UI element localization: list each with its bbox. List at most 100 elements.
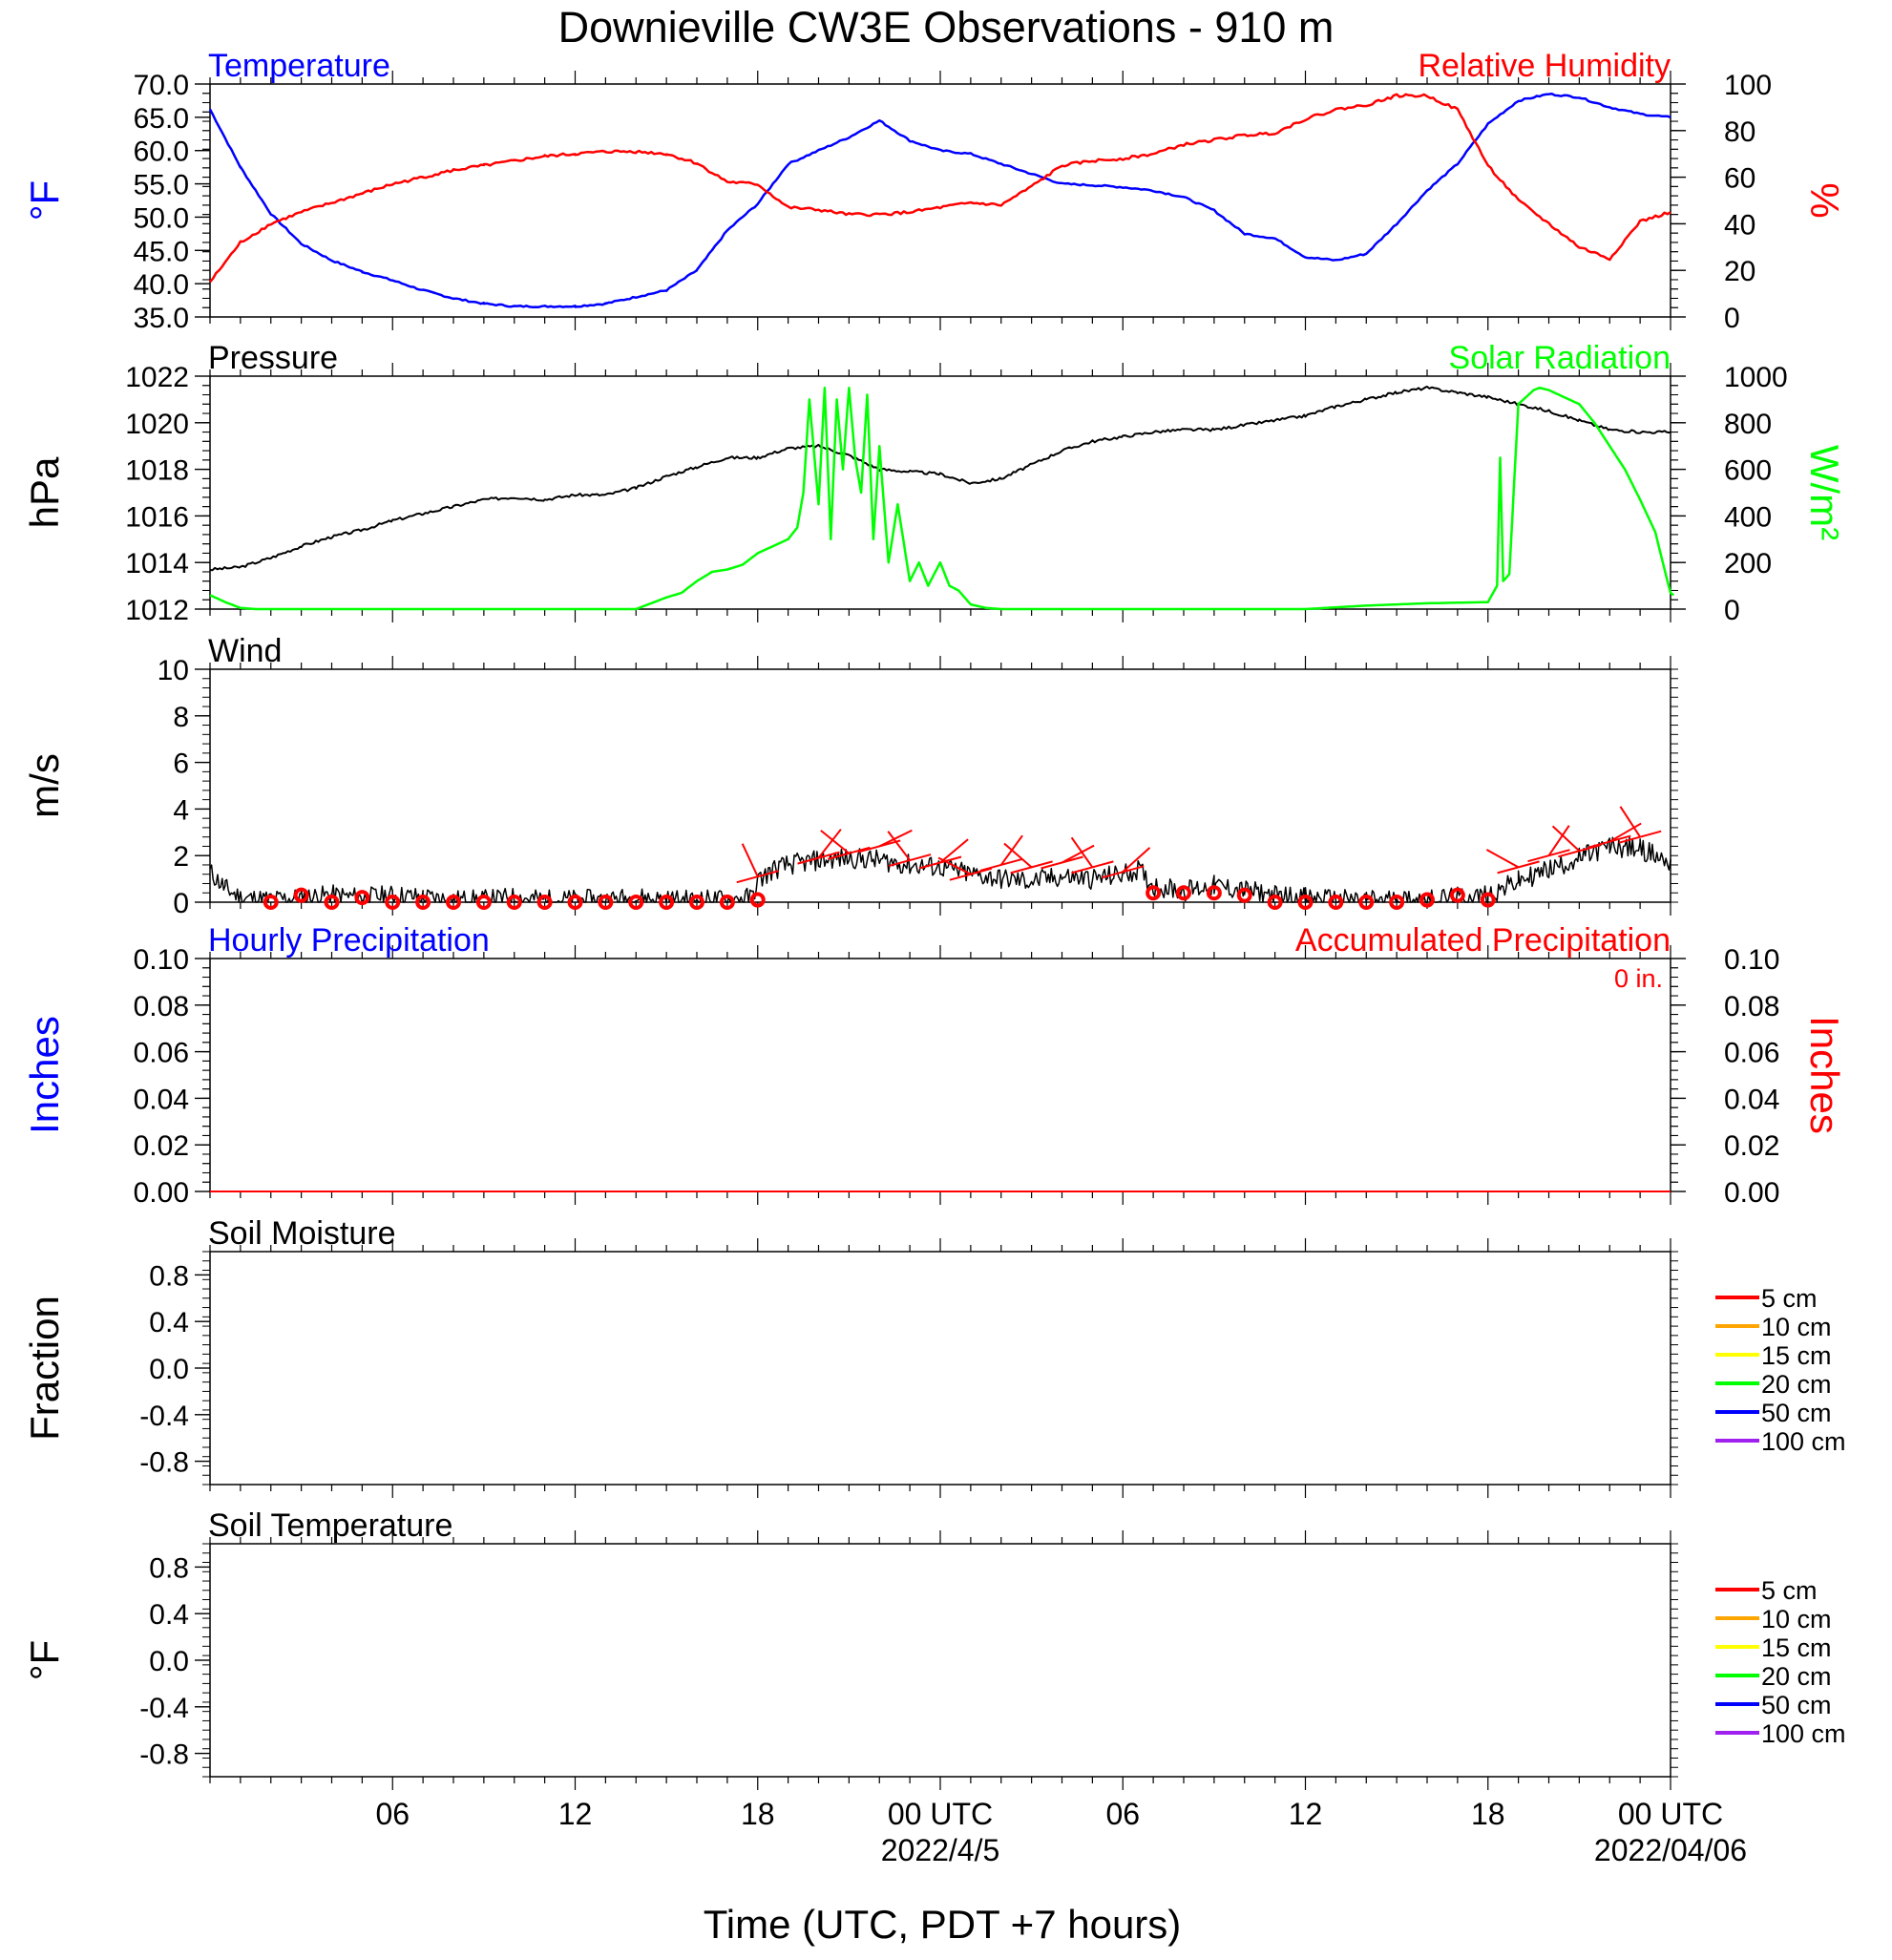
wind-barb xyxy=(937,856,972,875)
temp_rh-y-tick-label-left: 65.0 xyxy=(134,103,189,135)
precip-y-tick-label-right: 0.02 xyxy=(1724,1130,1779,1162)
wind-y-tick-label-left: 8 xyxy=(173,702,189,733)
wind-calm-marker xyxy=(536,895,553,910)
temp_rh-y-axis-title-right: % xyxy=(1802,182,1847,218)
panel-soil_temperature: Soil Temperature-0.8-0.40.00.40.8°F5 cm1… xyxy=(22,1507,1845,1867)
precip-title-right: Accumulated Precipitation xyxy=(1295,922,1671,959)
panels: Temperature Relative Humidity35.040.045.0… xyxy=(22,48,1847,1867)
wind-calm-marker xyxy=(1297,895,1314,910)
wind-frame xyxy=(209,668,1671,903)
series-relative-humidity xyxy=(209,93,1671,284)
wind-calm-marker xyxy=(1419,892,1435,908)
wind-calm-marker xyxy=(1328,895,1344,910)
temp_rh-y-tick-label-right: 100 xyxy=(1724,70,1772,101)
x-tick-label: 00 UTC xyxy=(1618,1797,1723,1831)
precip-y-tick-label-right: 0.10 xyxy=(1724,944,1779,976)
temp_rh-y-tick-label-right: 40 xyxy=(1724,209,1755,241)
panel-wind: Wind 0 2 4 6 8 10 m/s xyxy=(22,633,1678,919)
temp_rh-title-left: Temperature xyxy=(208,48,390,84)
x-tick-label: 06 xyxy=(375,1797,410,1831)
wind-barb-shaft xyxy=(857,839,901,854)
precip-y-axis-title-left: Inches xyxy=(22,1016,67,1134)
legend-label: 50 cm xyxy=(1761,1691,1832,1719)
temp_rh-y-tick-label-right: 20 xyxy=(1724,256,1755,287)
wind-barb xyxy=(741,843,759,877)
precip-frame xyxy=(209,958,1671,1192)
soil_moisture-y-tick-label-left: 0.4 xyxy=(149,1307,189,1338)
wind-barb xyxy=(1062,844,1095,864)
wind-calm-marker xyxy=(1146,885,1162,901)
wind-barb-shaft xyxy=(1587,834,1631,849)
x-tick-date: 2022/4/5 xyxy=(881,1833,1000,1867)
precip-annotation: 0 in. xyxy=(1614,964,1663,993)
wind-calm-marker xyxy=(628,895,644,910)
precip-y-tick-label-right: 0.00 xyxy=(1724,1177,1779,1209)
temp_rh-y-tick-label-left: 70.0 xyxy=(134,70,189,101)
legend-label: 5 cm xyxy=(1761,1576,1818,1605)
wind-title-left: Wind xyxy=(208,633,282,669)
wind-calm-marker xyxy=(324,895,340,910)
temp_rh-y-tick-label-left: 50.0 xyxy=(134,202,189,234)
x-axis-title: Time (UTC, PDT +7 hours) xyxy=(704,1902,1182,1947)
legend-label: 20 cm xyxy=(1761,1370,1832,1399)
temp_rh-y-tick-label-left: 35.0 xyxy=(134,303,189,334)
x-tick-label: 12 xyxy=(558,1797,593,1831)
legend-label: 100 cm xyxy=(1761,1719,1846,1748)
pressure_solar-y-axis-title-left: hPa xyxy=(22,456,67,528)
wind-barb-shaft xyxy=(1071,860,1114,875)
pressure_solar-y-tick-label-left: 1020 xyxy=(125,409,189,440)
pressure_solar-y-tick-label-right: 800 xyxy=(1724,409,1772,440)
precip-title-left: Hourly Precipitation xyxy=(208,922,490,959)
temp_rh-y-tick-label-right: 60 xyxy=(1724,163,1755,195)
wind-calm-marker xyxy=(659,895,675,910)
wind-barb xyxy=(1003,842,1033,869)
pressure_solar-y-axis-title-right: W/m² xyxy=(1802,445,1847,540)
wind-calm-marker xyxy=(1358,895,1375,910)
x-tick-date: 2022/04/06 xyxy=(1594,1833,1747,1867)
wind-calm-marker xyxy=(1236,887,1252,903)
wind-barb xyxy=(1485,849,1520,869)
x-tick-label: 12 xyxy=(1289,1797,1323,1831)
wind-calm-marker xyxy=(506,895,522,910)
soil_moisture-y-tick-label-left: 0.8 xyxy=(149,1260,189,1292)
x-tick-label: 00 UTC xyxy=(888,1797,993,1831)
pressure_solar-title-left: Pressure xyxy=(208,340,338,376)
pressure_solar-title-right: Solar Radiation xyxy=(1449,340,1671,376)
wind-barb-shaft xyxy=(736,870,780,884)
precip-y-tick-label-right: 0.08 xyxy=(1724,991,1779,1022)
soil_temperature-y-tick-label-left: -0.8 xyxy=(139,1739,189,1771)
wind-y-axis-title-left: m/s xyxy=(22,753,67,818)
wind-y-tick-label-left: 10 xyxy=(158,655,189,686)
legend-label: 50 cm xyxy=(1761,1399,1832,1427)
soil_temperature-y-tick-label-left: 0.0 xyxy=(149,1646,189,1677)
wind-barb-shaft xyxy=(1041,855,1083,870)
soil_moisture-frame xyxy=(209,1251,1671,1486)
temp_rh-y-tick-label-right: 80 xyxy=(1724,116,1755,148)
wind-barb xyxy=(1122,847,1151,874)
wind-barb-shaft xyxy=(1527,849,1570,863)
wind-y-tick-label-left: 4 xyxy=(173,794,189,826)
wind-calm-marker xyxy=(1206,885,1222,901)
pressure_solar-y-tick-label-left: 1016 xyxy=(125,501,189,533)
temp_rh-frame xyxy=(209,83,1671,318)
soil_moisture-title-left: Soil Moisture xyxy=(208,1215,396,1252)
soil_temperature-y-axis-title-left: °F xyxy=(22,1640,67,1680)
wind-barb-shaft xyxy=(797,851,840,865)
wind-calm-marker xyxy=(1389,895,1405,910)
wind-calm-marker xyxy=(749,892,766,908)
wind-calm-marker xyxy=(1267,895,1283,910)
panel-soil_moisture: Soil Moisture -0.8 -0.4 0.0 0.4 0.8 Fraction 5 … xyxy=(22,1215,1846,1498)
wind-calm-marker xyxy=(415,895,431,910)
wind-calm-marker xyxy=(1449,887,1465,903)
precip-y-tick-label-left: 0.08 xyxy=(134,991,189,1022)
soil_temperature-frame xyxy=(209,1543,1671,1778)
wind-calm-marker xyxy=(1480,892,1496,908)
soil_moisture-y-axis-title-left: Fraction xyxy=(22,1296,67,1441)
pressure_solar-frame xyxy=(209,375,1671,610)
series-temperature xyxy=(208,92,1671,308)
wind-barb-shaft xyxy=(1558,844,1601,858)
pressure_solar-y-tick-label-right: 1000 xyxy=(1724,362,1788,393)
precip-y-tick-label-right: 0.06 xyxy=(1724,1038,1779,1069)
wind-barb-shaft xyxy=(1618,830,1662,844)
precip-y-tick-label-left: 0.04 xyxy=(134,1084,189,1115)
